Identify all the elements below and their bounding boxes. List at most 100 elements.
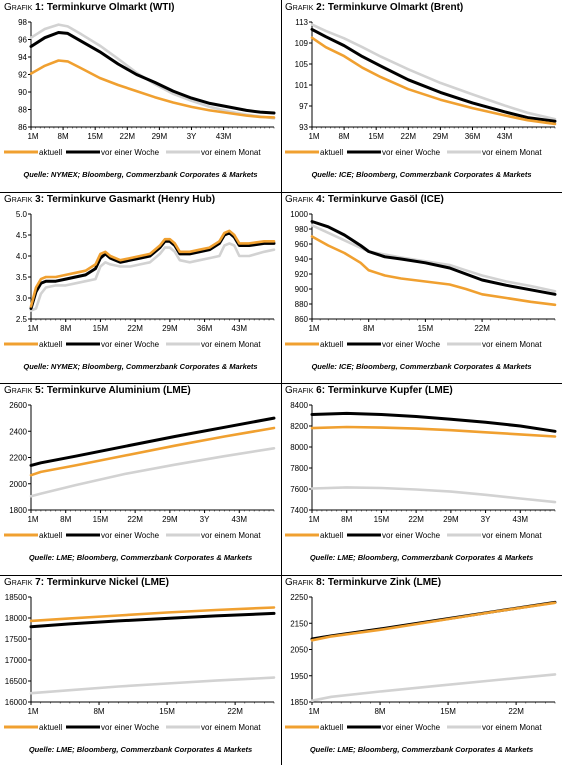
legend-label-monat: vor einem Monat xyxy=(482,148,542,157)
chart-source: Quelle: LME; Bloomberg, Commerzbank Corp… xyxy=(309,553,534,562)
y-tick-label: 5.0 xyxy=(16,210,28,219)
y-tick-label: 101 xyxy=(295,81,309,90)
chart-title-prefix: Grafik xyxy=(4,385,33,396)
legend-label-monat: vor einem Monat xyxy=(482,340,542,349)
x-tick-label: 36M xyxy=(465,132,481,141)
series-line-woche xyxy=(29,416,276,467)
chart-title-text: : Terminkurve Olmarkt (Brent) xyxy=(321,2,464,13)
y-tick-label: 96 xyxy=(18,36,27,45)
x-tick-label: 3Y xyxy=(200,515,210,524)
x-tick-label: 36M xyxy=(197,324,213,333)
legend-label-aktuell: aktuell xyxy=(320,723,343,732)
chart-source: Quelle: ICE; Bloomberg, Commerzbank Corp… xyxy=(311,361,532,371)
series-line-monat xyxy=(310,486,557,504)
x-tick-label: 22M xyxy=(127,324,143,333)
chart-title: Grafik 6: Terminkurve Kupfer (LME) xyxy=(285,385,453,396)
x-tick-label: 1M xyxy=(308,515,319,524)
chart-title-number: 3 xyxy=(32,193,41,205)
y-tick-label: 109 xyxy=(295,39,309,48)
legend-label-aktuell: aktuell xyxy=(320,340,343,349)
chart-svg: 1800 2000 2200 2400 2600 1M 8M 15M 22M 29M 3Y 43M ak… xyxy=(4,401,276,540)
x-tick-label: 43M xyxy=(497,132,513,141)
legend-label-aktuell: aktuell xyxy=(39,723,62,732)
x-tick-label: 15M xyxy=(368,132,384,141)
series-line-monat xyxy=(29,447,276,498)
legend-label-monat: vor einem Monat xyxy=(201,531,261,540)
chart-svg: 2.5 3.0 3.5 4.0 4.5 5.0 1M 8M 15M 22M 29M 36M 43M akt… xyxy=(4,210,276,349)
series-line-woche xyxy=(310,411,557,433)
x-tick-label: 29M xyxy=(443,515,459,524)
series-line-monat xyxy=(29,675,276,694)
chart-panel-henry: Grafik 3: Terminkurve Gasmarkt (Henry Hu… xyxy=(0,192,281,383)
chart-title-prefix: Grafik xyxy=(285,385,314,396)
chart-title-prefix: Grafik xyxy=(285,576,314,588)
chart-title: Grafik 5: Terminkurve Aluminium (LME) xyxy=(4,385,191,396)
chart-svg: 7400 7600 7800 8000 8200 8400 1M 8M 15M 22M 29M 3Y 4… xyxy=(285,401,557,540)
chart-panel-alu: Grafik 5: Terminkurve Aluminium (LME) Que… xyxy=(0,383,281,574)
x-tick-label: 15M xyxy=(159,707,175,716)
chart-title: Grafik 3: Terminkurve Gasmarkt (Henry Hu… xyxy=(4,194,215,205)
chart-title-prefix: Grafik xyxy=(285,193,314,205)
y-tick-label: 7400 xyxy=(290,506,308,515)
x-tick-label: 15M xyxy=(87,132,103,141)
x-tick-label: 8M xyxy=(60,324,71,333)
legend-label-woche: vor einer Woche xyxy=(382,340,441,349)
chart-title-number: 6 xyxy=(313,385,322,396)
x-tick-label: 22M xyxy=(508,707,524,716)
y-tick-label: 900 xyxy=(295,285,309,294)
legend-label-woche: vor einer Woche xyxy=(382,531,441,540)
chart-source: Quelle: LME; Bloomberg, Commerzbank Corp… xyxy=(309,744,534,754)
chart-panel-gasoil: Grafik 4: Terminkurve Gasöl (ICE) Quelle:… xyxy=(281,192,562,383)
legend-label-monat: vor einem Monat xyxy=(201,340,261,349)
x-tick-label: 1M xyxy=(27,515,38,524)
x-tick-label: 1M xyxy=(27,707,38,716)
chart-title-text: : Terminkurve Kupfer (LME) xyxy=(321,385,453,396)
chart-panel-wti: Grafik 1: Terminkurve Olmarkt (WTI) Quell… xyxy=(0,0,281,191)
y-tick-label: 86 xyxy=(18,123,27,132)
chart-title-text: : Terminkurve Olmarkt (WTI) xyxy=(40,2,175,13)
x-tick-label: 29M xyxy=(152,132,168,141)
series-line-aktuell xyxy=(29,229,276,308)
y-tick-label: 980 xyxy=(295,225,309,234)
chart-title-prefix: Grafik xyxy=(4,193,33,205)
y-tick-label: 88 xyxy=(18,106,27,115)
y-tick-label: 94 xyxy=(18,53,27,62)
series-line-woche xyxy=(29,31,276,115)
x-tick-label: 1M xyxy=(27,132,38,141)
chart-panel-nickel: Grafik 7: Terminkurve Nickel (LME) Quelle… xyxy=(0,575,281,766)
y-tick-label: 4.5 xyxy=(16,231,28,240)
x-tick-label: 15M xyxy=(93,515,109,524)
legend-label-monat: vor einem Monat xyxy=(482,723,542,732)
chart-source: Quelle: LME; Bloomberg, Commerzbank Corp… xyxy=(28,744,253,754)
chart-title-number: 4 xyxy=(313,193,322,205)
y-tick-label: 113 xyxy=(295,18,308,27)
legend-label-aktuell: aktuell xyxy=(39,531,62,540)
chart-title-prefix: Grafik xyxy=(4,2,33,13)
x-tick-label: 8M xyxy=(341,515,352,524)
y-tick-label: 2050 xyxy=(290,645,308,654)
y-tick-label: 16000 xyxy=(5,698,28,707)
legend-label-aktuell: aktuell xyxy=(320,531,343,540)
legend-label-monat: vor einem Monat xyxy=(201,148,261,157)
chart-panel-brent: Grafik 2: Terminkurve Olmarkt (Brent) Que… xyxy=(281,0,562,191)
chart-svg: 860 880 900 920 940 960 980 1000 1M 8M 15M 22M aktue… xyxy=(285,210,557,349)
x-tick-label: 29M xyxy=(433,132,449,141)
y-tick-label: 1000 xyxy=(290,210,308,219)
chart-title-number: 1 xyxy=(32,2,41,13)
series-line-monat xyxy=(310,672,557,702)
y-tick-label: 105 xyxy=(295,60,309,69)
chart-svg: 1850 1950 2050 2150 2250 1M 8M 15M 22M aktuell vor… xyxy=(285,593,557,732)
series-line-monat xyxy=(29,23,276,120)
y-tick-label: 4.0 xyxy=(16,252,28,261)
series-line-woche xyxy=(310,27,557,123)
y-tick-label: 2200 xyxy=(9,454,27,463)
x-tick-label: 8M xyxy=(363,324,374,333)
y-tick-label: 2.5 xyxy=(16,315,28,324)
x-tick-label: 1M xyxy=(27,324,38,333)
legend-label-aktuell: aktuell xyxy=(39,148,62,157)
y-tick-label: 1850 xyxy=(290,698,308,707)
y-tick-label: 17500 xyxy=(5,635,28,644)
chart-title-prefix: Grafik xyxy=(285,2,314,13)
chart-title-number: 5 xyxy=(32,385,41,396)
series-line-woche xyxy=(29,230,276,310)
